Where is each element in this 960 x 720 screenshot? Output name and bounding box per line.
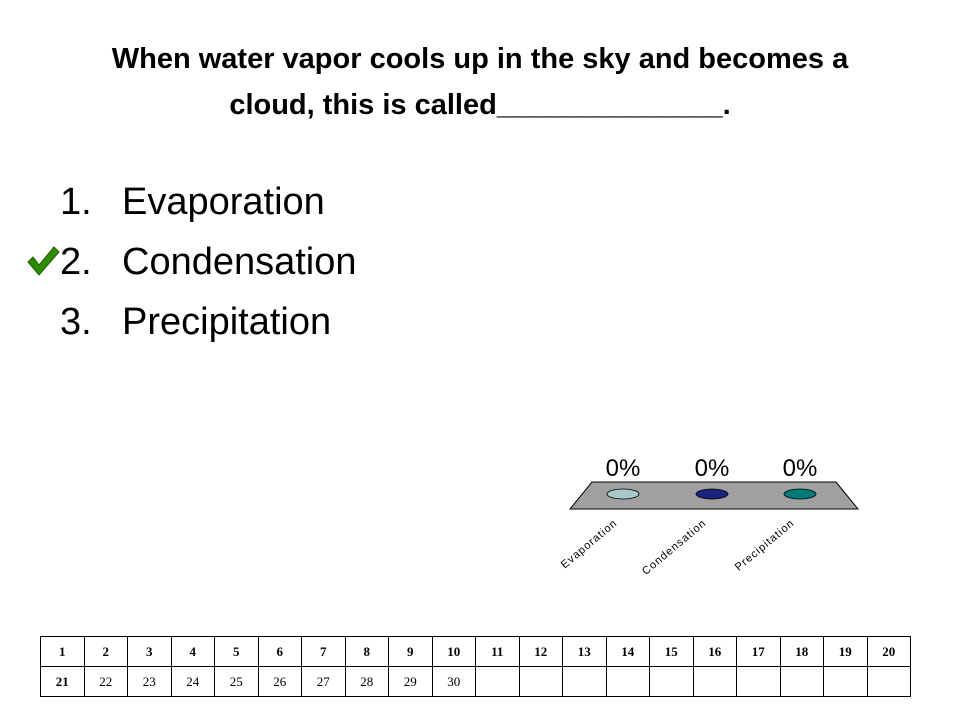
grid-cell: 12 — [518, 636, 563, 667]
grid-cell: 10 — [431, 636, 476, 667]
grid-cell — [649, 666, 694, 697]
grid-cell: 1 — [40, 636, 85, 667]
grid-cell: 14 — [605, 636, 650, 667]
response-chart: 0% Evaporation 0% Condensation 0% Precipitati… — [559, 455, 860, 578]
grid-cell: 25 — [214, 666, 259, 697]
grid-cell — [736, 666, 781, 697]
grid-cell: 7 — [301, 636, 346, 667]
grid-cell: 26 — [257, 666, 302, 697]
grid-cell: 27 — [301, 666, 346, 697]
grid-cell: 29 — [388, 666, 433, 697]
grid-cell — [779, 666, 824, 697]
grid-cell: 20 — [866, 636, 911, 667]
check-mark-icon — [27, 246, 60, 276]
grid-cell: 28 — [344, 666, 389, 697]
grid-cell: 2 — [83, 636, 128, 667]
chart-category-label: Evaporation — [559, 517, 620, 571]
grid-cell — [866, 666, 911, 697]
grid-row: 21 22 23 24 25 26 27 28 29 30 — [40, 666, 911, 697]
choice-condensation[interactable]: 2. Condensation — [60, 232, 357, 292]
response-grid: 1 2 3 4 5 6 7 8 9 10 11 12 13 14 15 16 17 18 19 20 21 22 23 24… — [40, 636, 911, 697]
grid-cell: 15 — [649, 636, 694, 667]
grid-cell: 21 — [40, 666, 85, 697]
grid-cell: 9 — [388, 636, 433, 667]
grid-cell — [823, 666, 868, 697]
chart-category-label: Condensation — [640, 517, 709, 578]
grid-cell — [518, 666, 563, 697]
chart-value-label: 0% — [783, 455, 818, 482]
chart-bar-base — [695, 488, 729, 500]
grid-cell: 13 — [562, 636, 607, 667]
choice-evaporation[interactable]: 1. Evaporation — [60, 172, 357, 232]
grid-cell — [692, 666, 737, 697]
grid-cell: 17 — [736, 636, 781, 667]
grid-cell — [562, 666, 607, 697]
grid-cell: 5 — [214, 636, 259, 667]
grid-cell: 6 — [257, 636, 302, 667]
grid-cell: 18 — [779, 636, 824, 667]
question-text: When water vapor cools up in the sky and… — [111, 43, 849, 121]
grid-cell: 23 — [127, 666, 172, 697]
choice-number: 1. — [60, 181, 92, 223]
answer-choices: 1. Evaporation 2. Condensation 3. Precipita… — [60, 172, 357, 352]
grid-cell: 4 — [170, 636, 215, 667]
choice-label: Evaporation — [122, 181, 325, 223]
grid-cell: 8 — [344, 636, 389, 667]
grid-cell: 11 — [475, 636, 520, 667]
grid-cell — [605, 666, 650, 697]
grid-cell: 24 — [170, 666, 215, 697]
grid-cell: 16 — [692, 636, 737, 667]
choice-precipitation[interactable]: 3. Precipitation — [60, 292, 357, 352]
choice-label: Precipitation — [122, 301, 332, 343]
chart-bar-base — [783, 488, 817, 500]
grid-row: 1 2 3 4 5 6 7 8 9 10 11 12 13 14 15 16 17 18 19 20 — [40, 636, 911, 667]
grid-cell: 22 — [83, 666, 128, 697]
chart-category-label: Precipitation — [733, 517, 797, 573]
grid-cell: 19 — [823, 636, 868, 667]
grid-cell: 3 — [127, 636, 172, 667]
choice-number: 3. — [60, 301, 92, 343]
chart-value-label: 0% — [606, 455, 641, 482]
grid-cell: 30 — [431, 666, 476, 697]
chart-bar-base — [606, 488, 640, 500]
chart-value-label: 0% — [695, 455, 730, 482]
grid-cell — [475, 666, 520, 697]
choice-label: Condensation — [122, 241, 357, 283]
choice-number: 2. — [60, 241, 92, 283]
